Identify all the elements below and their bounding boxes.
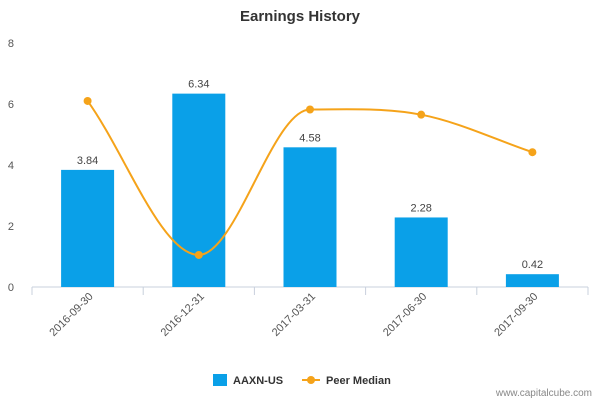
y-tick-label: 8 bbox=[8, 38, 14, 50]
x-tick-label: 2017-06-30 bbox=[381, 291, 429, 339]
chart-title: Earnings History bbox=[240, 8, 361, 25]
legend-label-peer: Peer Median bbox=[326, 375, 391, 387]
peer-median-point-2017-06-30 bbox=[417, 110, 426, 119]
legend-swatch-aaxn bbox=[213, 374, 227, 386]
legend: AAXN-US Peer Median bbox=[213, 374, 391, 387]
data-label: 3.84 bbox=[77, 155, 98, 167]
x-axis: 2016-09-30 2016-12-31 2017-03-31 2017-06-30… bbox=[31, 286, 589, 339]
data-label: 0.42 bbox=[522, 259, 543, 271]
data-label: 2.28 bbox=[410, 202, 431, 214]
y-tick-label: 4 bbox=[8, 160, 14, 172]
peer-median-point-2017-03-31 bbox=[306, 105, 314, 114]
peer-median-point-2016-09-30 bbox=[83, 96, 92, 105]
legend-marker-peer bbox=[307, 376, 315, 384]
data-label: 6.34 bbox=[188, 79, 209, 91]
bar-2017-06-30 bbox=[394, 217, 448, 287]
x-tick-label: 2017-03-31 bbox=[270, 291, 318, 339]
credit-text: www.capitalcube.com bbox=[495, 388, 592, 399]
x-tick-label: 2016-12-31 bbox=[159, 291, 207, 339]
y-axis: 0 2 4 6 8 bbox=[8, 38, 14, 294]
x-tick-label: 2017-09-30 bbox=[492, 291, 540, 339]
y-tick-label: 0 bbox=[8, 282, 14, 294]
bar-2017-03-31 bbox=[283, 147, 337, 287]
x-tick-label: 2016-09-30 bbox=[47, 291, 95, 339]
line-series bbox=[83, 96, 537, 259]
y-tick-label: 2 bbox=[8, 221, 14, 233]
peer-median-point-2016-12-31 bbox=[194, 250, 203, 259]
peer-median-point-2017-09-30 bbox=[528, 148, 537, 157]
peer-median-line bbox=[86, 100, 533, 256]
bar-2017-09-30 bbox=[505, 274, 559, 287]
bar-2016-09-30 bbox=[61, 169, 115, 287]
legend-label-aaxn: AAXN-US bbox=[233, 375, 283, 387]
y-tick-label: 6 bbox=[8, 99, 14, 111]
data-label: 4.58 bbox=[299, 132, 320, 144]
